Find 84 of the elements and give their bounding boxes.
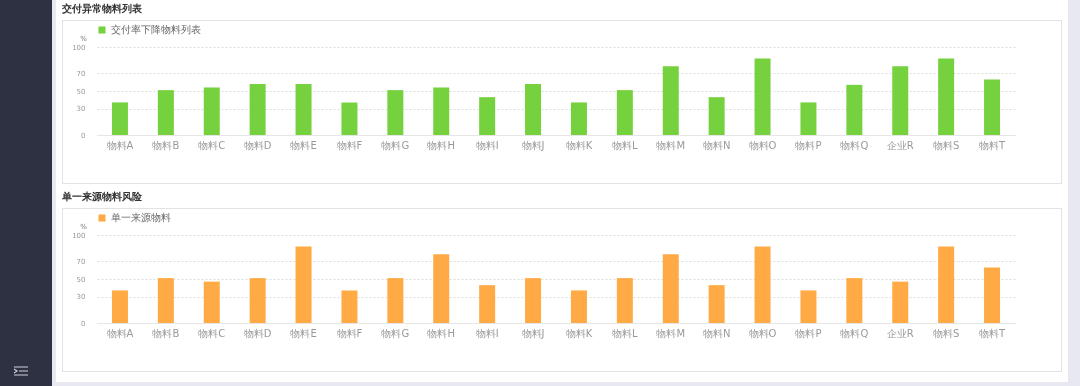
bar [846,278,863,323]
bar [754,58,771,135]
bar [479,97,496,135]
x-tick-label: 物料N [702,327,731,339]
bar [662,254,679,323]
x-tick-label: 物料G [381,327,410,339]
x-tick-label: 物料H [427,139,456,151]
bar [157,278,174,323]
bar [800,102,817,135]
bar [938,246,955,323]
bar [708,285,725,323]
x-tick-label: 企业R [886,327,914,339]
x-tick-label: 物料M [656,327,686,339]
x-tick-label: 物料P [795,139,822,151]
chart-title: 单一来源物料风险 [62,190,143,204]
bar [203,87,220,135]
bar [479,285,496,323]
bar [341,102,358,135]
bar [295,83,312,135]
bar [295,246,312,323]
bar [433,254,450,323]
bar [203,281,220,323]
bar [570,290,587,323]
x-tick-label: 物料A [106,327,134,339]
bar [111,290,128,323]
bar [157,90,174,135]
bar [754,246,771,323]
bar [984,267,1001,323]
x-tick-label: 物料J [521,327,545,339]
x-tick-label: 物料D [243,139,272,151]
bar [708,97,725,135]
bar [341,290,358,323]
bar [249,278,266,323]
bar [846,84,863,135]
x-tick-label: 物料I [475,327,499,339]
bar [938,58,955,135]
legend-label: 交付率下降物料列表 [111,24,201,35]
x-tick-label: 物料Q [840,327,869,339]
bar [433,87,450,135]
x-tick-label: 物料C [198,139,226,151]
bar [892,281,909,323]
bar [387,90,404,135]
bar [984,79,1001,135]
bar [249,83,266,135]
x-tick-label: 物料H [427,327,456,339]
x-tick-label: 物料G [381,139,410,151]
bar [800,290,817,323]
bar [525,278,542,323]
x-tick-label: 物料M [656,139,686,151]
bar [570,102,587,135]
x-tick-label: 物料B [152,139,180,151]
x-tick-label: 物料S [932,327,960,339]
x-tick-label: 物料T [979,327,1006,339]
x-tick-label: 物料T [979,139,1006,151]
x-tick-label: 物料P [795,327,822,339]
x-tick-label: 物料L [612,327,639,339]
x-tick-label: 物料K [565,139,593,151]
x-tick-label: 物料F [336,139,363,151]
bar [387,278,404,323]
x-tick-label: 物料J [521,139,545,151]
x-tick-label: 物料E [290,327,317,339]
x-tick-label: 物料L [612,139,639,151]
x-tick-label: 物料I [475,139,499,151]
x-tick-label: 物料E [290,139,317,151]
legend-label: 单一来源物料 [111,212,171,223]
bar [616,278,633,323]
x-tick-label: 物料F [336,327,363,339]
bar [525,83,542,135]
x-tick-label: 物料O [748,327,777,339]
x-tick-label: 物料O [748,139,777,151]
x-tick-label: 物料A [106,139,134,151]
x-tick-label: 物料N [702,139,731,151]
bar [616,90,633,135]
x-tick-label: 物料Q [840,139,869,151]
chart-title: 交付异常物料列表 [62,2,143,16]
x-tick-label: 物料B [152,327,180,339]
x-tick-label: 物料K [565,327,593,339]
bar [662,66,679,135]
x-tick-label: 物料D [243,327,272,339]
x-tick-label: 企业R [886,139,914,151]
x-tick-label: 物料S [932,139,960,151]
x-tick-label: 物料C [198,327,226,339]
bar [892,66,909,135]
bar [111,102,128,135]
